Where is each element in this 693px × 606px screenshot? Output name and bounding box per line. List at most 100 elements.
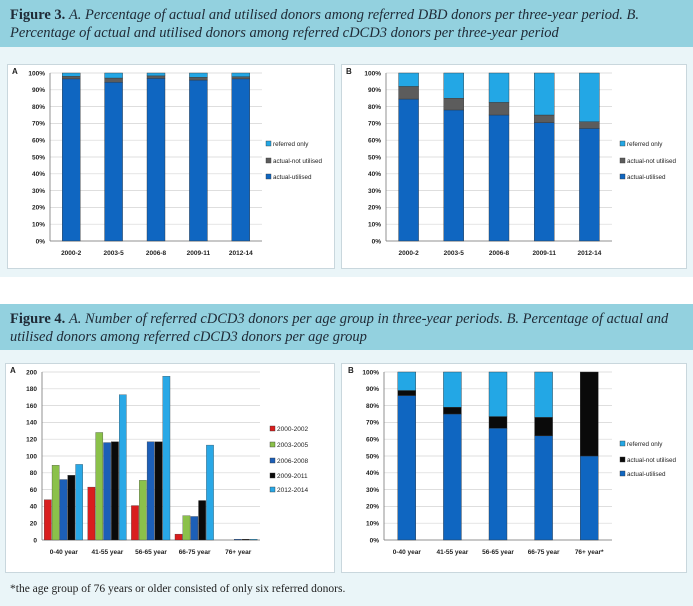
legend-swatch: [269, 425, 276, 432]
bar-segment: [488, 114, 510, 242]
y-tick-label: 0%: [36, 238, 46, 245]
y-tick-label: 80%: [32, 104, 45, 111]
figure-3: Figure 3. A. Percentage of actual and ut…: [0, 0, 693, 47]
figure-3b-chart: B 0% 10% 20% 30% 40% 50% 60% 70% 80% 90% 100% 2000-2…: [346, 67, 677, 257]
x-tick-label: 41-55 year: [436, 549, 468, 556]
x-tick-label: 2012-14: [229, 250, 253, 257]
bar: [44, 499, 52, 541]
bar: [154, 441, 163, 541]
bar: [95, 432, 104, 541]
y-tick-label: 80%: [366, 403, 379, 410]
bar-segment: [189, 77, 208, 81]
x-tick-label: 76+ year*: [575, 549, 604, 556]
y-tick-label: 0: [33, 537, 37, 544]
footnote: *the age group of 76 years or older cons…: [0, 575, 693, 606]
x-tick-label: 2000-2: [398, 250, 419, 257]
y-tick-label: 100%: [364, 70, 381, 77]
legend-swatch: [269, 486, 276, 493]
figure-4b-chart: B 0% 10% 20% 30% 40% 50% 60% 70% 80% 90% 100% 0-40 y…: [348, 366, 677, 556]
panel-label: B: [348, 366, 354, 375]
bar-segment: [104, 72, 123, 79]
legend-label: referred only: [627, 441, 663, 448]
y-tick-label: 180: [26, 386, 37, 393]
bar-segment: [443, 109, 465, 242]
bar: [67, 475, 76, 541]
bar-segment: [533, 122, 555, 242]
bar-segment: [231, 72, 251, 77]
x-tick-label: 56-65 year: [135, 549, 167, 556]
bar-segment: [62, 72, 81, 77]
bar: [162, 376, 171, 541]
bar: [103, 442, 111, 541]
bar: [75, 464, 83, 541]
legend-label: 2006-2008: [277, 458, 308, 465]
bar-segment: [443, 407, 462, 415]
y-tick-label: 20%: [366, 504, 379, 511]
bar-segment: [189, 79, 208, 242]
x-tick-label: 2009-11: [532, 250, 556, 257]
y-tick-label: 100%: [362, 369, 379, 376]
y-tick-label: 40%: [368, 171, 381, 178]
bar: [198, 500, 206, 541]
bar-segment: [488, 102, 510, 116]
panel-label: B: [346, 67, 352, 76]
figure-3b-panel: B 0% 10% 20% 30% 40% 50% 60% 70% 80% 90% 100% 2000-2…: [341, 64, 687, 269]
y-tick-label: 100: [26, 453, 37, 460]
legend-swatch: [269, 441, 276, 448]
bar-segment: [579, 72, 600, 122]
bar-segment: [534, 435, 553, 541]
y-tick-label: 20: [30, 521, 38, 528]
y-tick-label: 40%: [32, 171, 45, 178]
panel-label: A: [12, 67, 18, 76]
y-tick-label: 90%: [368, 87, 381, 94]
bar: [146, 441, 155, 541]
legend-swatch: [619, 157, 626, 164]
legend-label: 2012-2014: [277, 487, 308, 494]
bar-segment: [146, 78, 166, 242]
bar: [174, 533, 183, 541]
bar-segment: [397, 395, 416, 541]
figure-3-label: Figure 3.: [10, 7, 66, 23]
y-tick-label: 0%: [370, 537, 380, 544]
legend-swatch: [265, 140, 272, 147]
legend-label: actual-not utilised: [627, 158, 677, 165]
bar-segment: [488, 371, 508, 417]
legend-label: 2003-2005: [277, 442, 308, 449]
y-tick-label: 60%: [32, 138, 45, 145]
y-tick-label: 70%: [366, 420, 379, 427]
y-tick-label: 90%: [366, 386, 379, 393]
bar-segment: [189, 72, 208, 78]
y-tick-label: 50%: [32, 154, 45, 161]
y-tick-label: 30%: [366, 487, 379, 494]
legend-label: actual-utilised: [627, 174, 666, 181]
x-tick-label: 0-40 year: [50, 549, 79, 556]
y-tick-label: 10%: [32, 222, 45, 229]
bar: [87, 486, 96, 541]
x-tick-label: 56-65 year: [482, 549, 514, 556]
legend-label: actual-not utilised: [273, 158, 323, 165]
y-tick-label: 40: [30, 504, 38, 511]
x-tick-label: 2000-2: [61, 250, 82, 257]
bar-segment: [104, 82, 123, 242]
bar-segment: [443, 371, 462, 408]
y-tick-label: 90%: [32, 87, 45, 94]
bar: [206, 444, 214, 541]
legend-swatch: [619, 173, 626, 180]
bar-segment: [533, 114, 555, 123]
y-tick-label: 60: [30, 487, 38, 494]
y-tick-label: 140: [26, 420, 37, 427]
figure-3-caption-text: A. Percentage of actual and utilised don…: [10, 7, 640, 41]
y-tick-label: 200: [26, 369, 37, 376]
y-tick-label: 50%: [366, 453, 379, 460]
y-tick-label: 30%: [368, 188, 381, 195]
x-tick-label: 2009-11: [187, 250, 211, 257]
x-tick-label: 41-55 year: [91, 549, 123, 556]
legend-swatch: [269, 457, 276, 464]
bar-segment: [534, 417, 553, 437]
y-tick-label: 70%: [368, 121, 381, 128]
x-tick-label: 2006-8: [489, 250, 510, 257]
figure-4-caption: Figure 4. A. Number of referred cDCD3 do…: [0, 304, 693, 350]
bar-segment: [146, 75, 166, 79]
x-tick-label: 2012-14: [577, 250, 601, 257]
y-tick-label: 60%: [366, 437, 379, 444]
